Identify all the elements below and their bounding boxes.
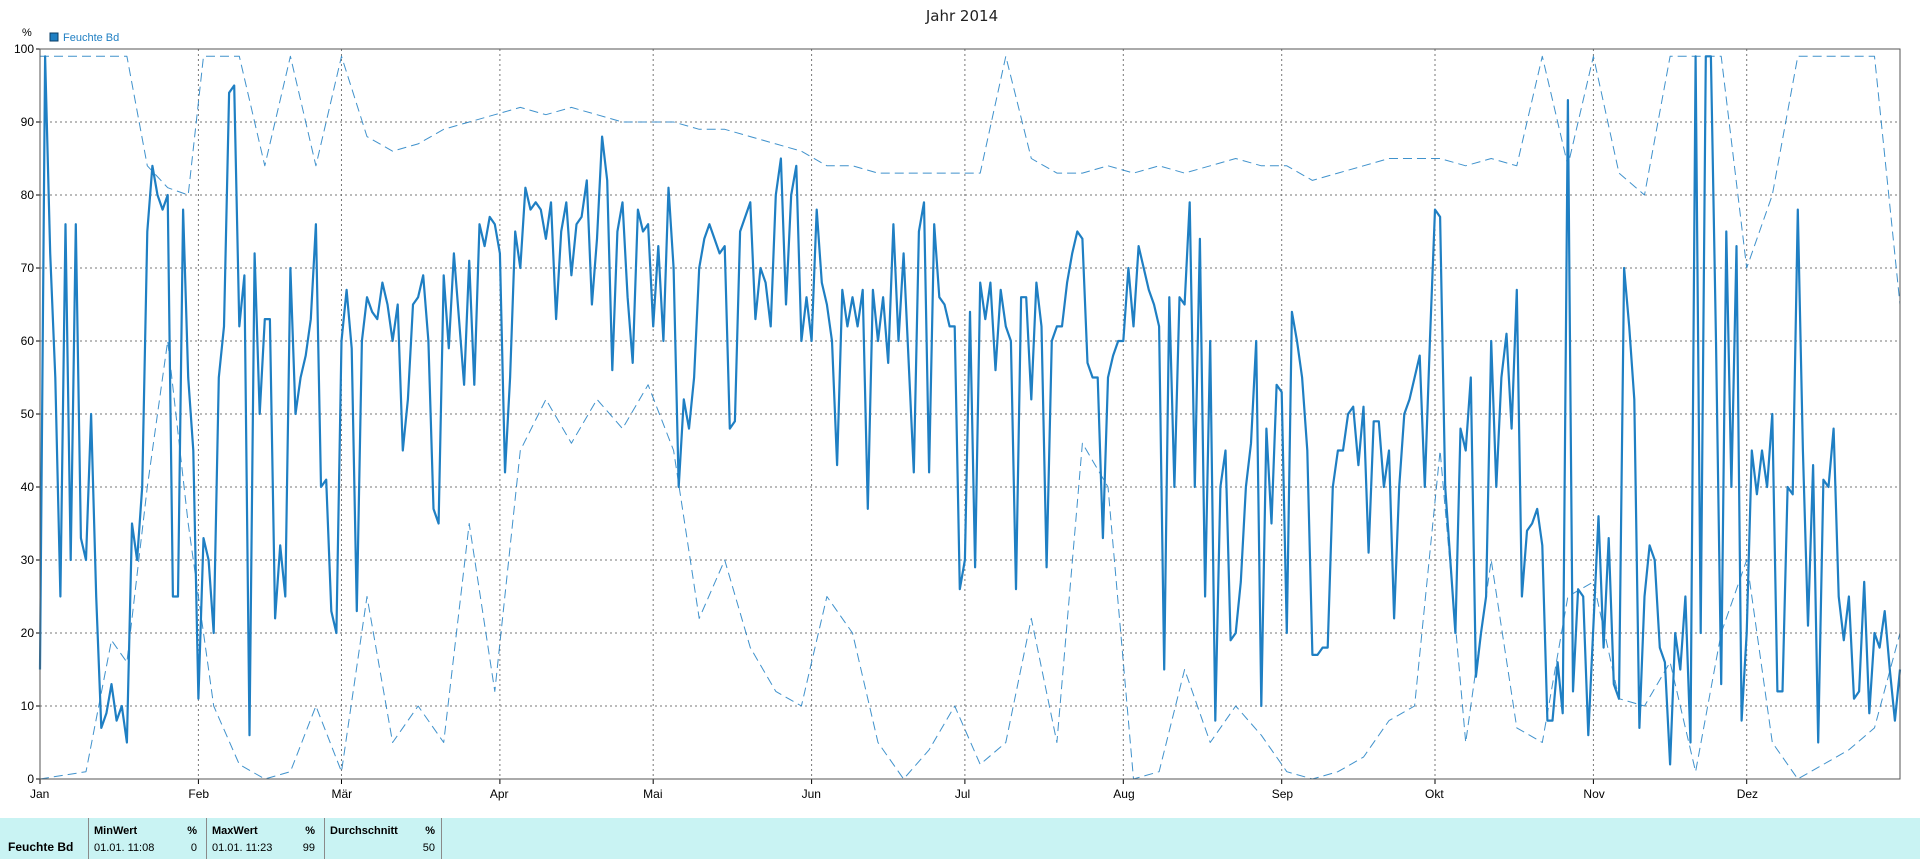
y-tick-label: 100 [14, 42, 34, 56]
x-tick-label: Jun [802, 787, 821, 801]
x-tick-label: Mär [331, 787, 352, 801]
max-value: 99 [302, 842, 315, 854]
series-line-dashed [39, 340, 1901, 780]
avg-value: 50 [422, 842, 435, 854]
legend-swatch [49, 32, 59, 42]
series-line-feuchte-bd [38, 55, 1902, 766]
statistics-table: Feuchte Bd MinWert % 01.01. 11:08 0 MaxW… [0, 818, 1920, 859]
y-axis-unit: % [22, 27, 32, 39]
y-tick-label: 90 [21, 115, 35, 129]
max-unit: % [305, 825, 315, 837]
x-tick-label: Mai [643, 787, 662, 801]
y-tick-label: 20 [21, 626, 35, 640]
series-line-dashed [40, 55, 1901, 305]
y-tick-label: 10 [21, 699, 35, 713]
min-header: MinWert [94, 825, 138, 837]
min-unit: % [187, 825, 197, 837]
max-date: 01.01. 11:23 [212, 842, 273, 854]
x-tick-label: Dez [1737, 787, 1758, 801]
average-cell: Durchschnitt % 50 [324, 818, 442, 859]
avg-header: Durchschnitt [330, 825, 398, 837]
max-value-cell: MaxWert % 01.01. 11:23 99 [206, 818, 321, 859]
min-value-cell: MinWert % 01.01. 11:08 0 [88, 818, 203, 859]
x-tick-label: Okt [1425, 787, 1444, 801]
y-tick-label: 0 [27, 772, 34, 786]
min-date: 01.01. 11:08 [94, 842, 155, 854]
x-tick-label: Jan [30, 787, 49, 801]
plot-frame [39, 48, 1901, 780]
series-lines [38, 55, 1902, 780]
axes: 0 10 20 30 40 50 60 70 80 90 100 Jan Feb Mär Apr Mai Jun… [14, 42, 1758, 801]
x-tick-label: Sep [1272, 787, 1294, 801]
y-tick-label: 30 [21, 553, 35, 567]
y-tick-label: 50 [21, 407, 35, 421]
x-tick-label: Feb [188, 787, 209, 801]
avg-unit: % [425, 825, 435, 837]
max-header: MaxWert [212, 825, 258, 837]
y-tick-label: 70 [21, 261, 35, 275]
min-value: 0 [190, 842, 197, 854]
stats-row-label: Feuchte Bd [8, 840, 74, 854]
x-tick-label: Jul [955, 787, 970, 801]
x-tick-label: Apr [490, 787, 509, 801]
legend: Feuchte Bd [49, 32, 119, 44]
x-tick-label: Aug [1113, 787, 1134, 801]
x-tick-label: Nov [1583, 787, 1604, 801]
legend-label: Feuchte Bd [63, 32, 119, 44]
y-tick-label: 80 [21, 188, 35, 202]
y-tick-label: 40 [21, 480, 35, 494]
y-tick-label: 60 [21, 334, 35, 348]
humidity-chart: Jahr 2014 % Feuchte Bd 0 10 20 30 40 50 60 70 80… [14, 7, 1902, 801]
chart-title: Jahr 2014 [925, 7, 998, 25]
